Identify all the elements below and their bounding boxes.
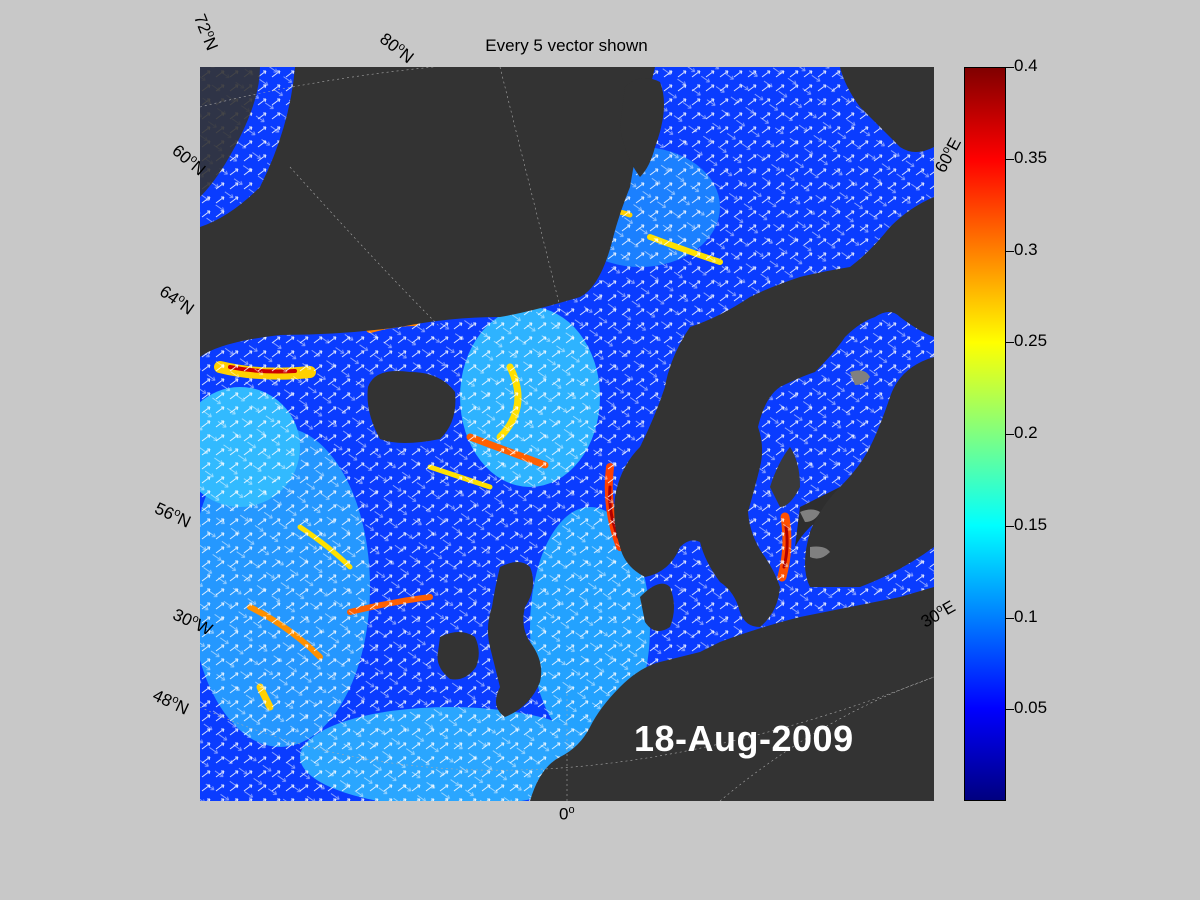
- colorbar-tick-mark: [1006, 617, 1014, 619]
- lon-label-0: 0o: [559, 804, 575, 824]
- colorbar-tick-label: 0.2: [1014, 423, 1038, 442]
- colorbar: [964, 67, 1006, 801]
- colorbar-tick-mark: [1006, 158, 1014, 160]
- figure-title: Every 5 vector shown: [485, 36, 648, 55]
- colorbar-tick-label: 0.25: [1014, 331, 1048, 351]
- colorbar-tick-label: 0.1: [1014, 606, 1038, 626]
- current-speed-map: [200, 67, 934, 801]
- land-masses: [200, 67, 934, 801]
- colorbar-tick-mark: [1006, 434, 1014, 435]
- colorbar-tick-mark: [1006, 525, 1014, 527]
- colorbar-tick-mark: [1006, 342, 1014, 344]
- colorbar-tick-label: 0.3: [1014, 239, 1038, 259]
- colorbar-tick-mark: [1006, 67, 1014, 68]
- colorbar-tick-label: 0.35: [1014, 147, 1048, 167]
- lat-label-48n: 48oN: [149, 685, 192, 719]
- date-label: 18-Aug-2009: [634, 718, 854, 759]
- colorbar-tick-mark: [1006, 250, 1014, 252]
- lon-label-60e: 60oE: [931, 134, 965, 176]
- lat-label-80n: 80oN: [376, 29, 418, 68]
- colorbar-tick-label: 0.4: [1014, 56, 1038, 75]
- lat-label-56n: 56oN: [151, 498, 194, 532]
- lat-label-64n: 64oN: [156, 281, 198, 319]
- colorbar-tick-mark: [1006, 709, 1014, 711]
- colorbar-tick-label: 0.05: [1014, 698, 1048, 718]
- colorbar-tick-label: 0.15: [1014, 514, 1048, 534]
